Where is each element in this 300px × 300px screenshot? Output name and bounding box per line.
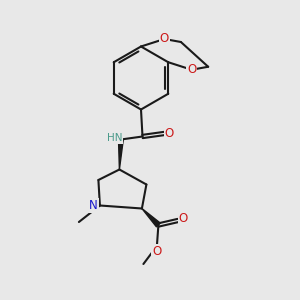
Text: O: O xyxy=(179,212,188,226)
Text: O: O xyxy=(160,32,169,46)
Text: O: O xyxy=(187,63,196,76)
Text: O: O xyxy=(165,127,174,140)
Text: N: N xyxy=(89,199,98,212)
Polygon shape xyxy=(118,140,123,169)
Text: HN: HN xyxy=(107,133,123,143)
Text: O: O xyxy=(152,245,161,258)
Polygon shape xyxy=(142,208,160,227)
